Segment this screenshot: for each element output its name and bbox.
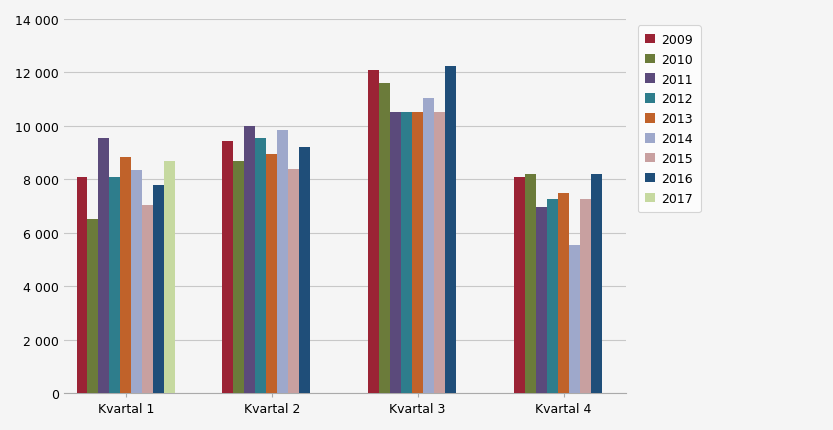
Legend: 2009, 2010, 2011, 2012, 2013, 2014, 2015, 2016, 2017: 2009, 2010, 2011, 2012, 2013, 2014, 2015… bbox=[637, 26, 701, 213]
Bar bbox=[547, 200, 558, 393]
Bar bbox=[591, 175, 602, 393]
Bar bbox=[244, 126, 255, 393]
Bar bbox=[526, 175, 536, 393]
Bar bbox=[368, 71, 379, 393]
Bar bbox=[391, 113, 402, 393]
Bar bbox=[233, 161, 244, 393]
Bar bbox=[536, 208, 547, 393]
Bar bbox=[87, 220, 98, 393]
Bar bbox=[77, 177, 87, 393]
Bar bbox=[412, 113, 423, 393]
Bar bbox=[142, 205, 153, 393]
Bar bbox=[569, 245, 580, 393]
Bar bbox=[98, 138, 109, 393]
Bar bbox=[120, 157, 132, 393]
Bar bbox=[423, 98, 434, 393]
Bar bbox=[164, 161, 175, 393]
Bar bbox=[288, 169, 299, 393]
Bar bbox=[402, 113, 412, 393]
Bar bbox=[558, 193, 569, 393]
Bar bbox=[109, 177, 120, 393]
Bar bbox=[153, 185, 164, 393]
Bar bbox=[222, 141, 233, 393]
Bar bbox=[379, 84, 391, 393]
Bar bbox=[255, 138, 267, 393]
Bar bbox=[580, 200, 591, 393]
Bar bbox=[445, 67, 456, 393]
Bar bbox=[132, 171, 142, 393]
Bar bbox=[267, 154, 277, 393]
Bar bbox=[434, 113, 445, 393]
Bar bbox=[515, 177, 526, 393]
Bar bbox=[299, 148, 310, 393]
Bar bbox=[277, 131, 288, 393]
